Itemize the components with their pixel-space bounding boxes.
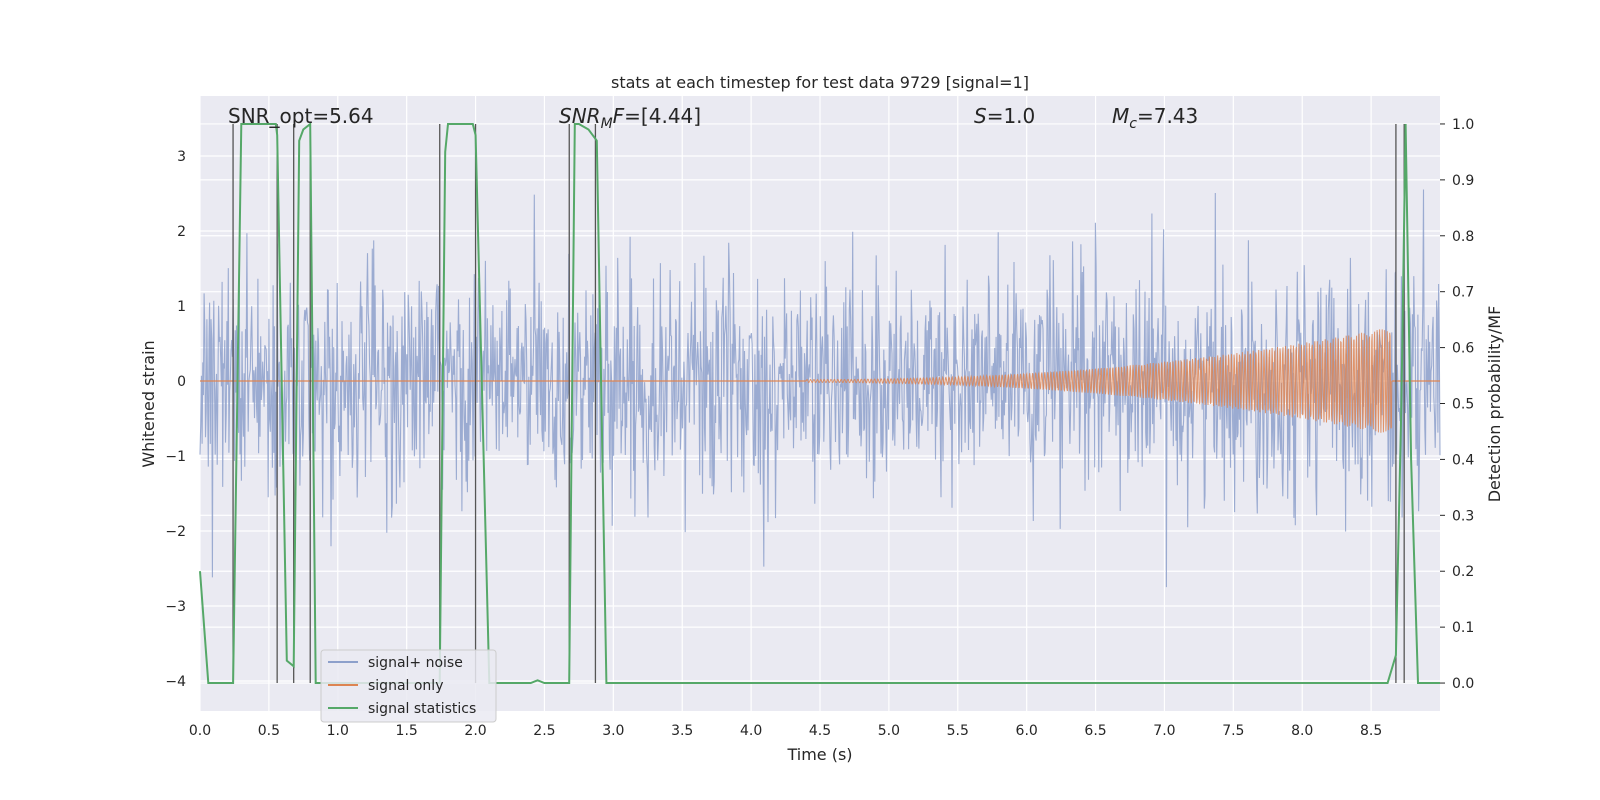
y-tick-1: 2 [177,224,186,240]
y-right-tick-0.6: 0.6 [1452,341,1474,357]
annotation-snr-opt: SNR_opt=5.64 [228,104,374,128]
snr-mf-value: =[4.44] [624,104,701,128]
x-axis-label: Time (s) [786,745,852,764]
signal-statistics-line [199,121,1440,684]
x-tick-labels: 0.0 0.5 1.0 1.5 2.0 2.5 3.0 3.5 4.0 4.5 5.0 5.5 6.0 6… [189,723,1382,739]
signal-noise-line [199,189,1441,588]
y-axis-label: Whitened strain [139,340,158,467]
legend-label-signal-only: signal only [368,678,443,694]
y-right-tick-0.0: 0.0 [1452,676,1474,692]
x-tick-8.0: 8.0 [1291,723,1313,739]
x-tick-6.0: 6.0 [1016,723,1038,739]
annotation-mc: Mc=7.43 [1112,104,1198,132]
x-tick-4.5: 4.5 [809,723,831,739]
series-signal-only [200,329,1440,433]
y-right-tick-0.7: 0.7 [1452,285,1474,301]
x-tick-8.5: 8.5 [1360,723,1382,739]
y-tick-4: −1 [165,449,186,465]
x-tick-2.0: 2.0 [464,723,486,739]
x-tick-0.5: 0.5 [258,723,280,739]
y-tick-7: −4 [165,674,186,690]
x-tick-0.0: 0.0 [189,723,211,739]
x-tick-1.5: 1.5 [396,723,418,739]
y-right-tick-0.9: 0.9 [1452,173,1474,189]
annotation-s: S=1.0 [974,104,1035,128]
legend-box [320,649,497,723]
series-signal-statistics [199,121,1440,684]
x-tick-7.5: 7.5 [1222,723,1244,739]
y-right-tick-0.1: 0.1 [1452,620,1474,636]
s-label: S [974,104,987,128]
x-tick-4.0: 4.0 [740,723,762,739]
chart-title: stats at each timestep for test data 972… [611,73,1029,92]
x-tick-5.5: 5.5 [947,723,969,739]
mc-value: =7.43 [1137,104,1198,128]
snr-mf-subscript: M [601,116,613,132]
y-right-tick-0.2: 0.2 [1452,564,1474,580]
x-tick-3.5: 3.5 [671,723,693,739]
y-right-tick-0.3: 0.3 [1452,508,1474,524]
mc-subscript: c [1129,116,1137,132]
y-tick-2: 1 [177,299,186,315]
s-value: =1.0 [987,104,1036,128]
y-tick-5: −2 [165,524,186,540]
y-tick-labels: 3 2 1 0 −1 −2 −3 −4 [165,149,186,690]
y-tick-6: −3 [165,599,186,615]
y-right-tick-0.5: 0.5 [1452,397,1474,413]
y-right-tick-1.0: 1.0 [1452,117,1474,133]
y-right-axis-label: Detection probability/MF [1485,306,1504,503]
mc-label: M [1112,104,1129,128]
y-tick-3: 0 [177,374,186,390]
x-tick-6.5: 6.5 [1084,723,1106,739]
legend-label-signal-statistics: signal statistics [368,701,476,717]
y-right-tick-0.8: 0.8 [1452,229,1474,245]
x-tick-5.0: 5.0 [878,723,900,739]
annotation-snr-mf: SNRMF=[4.44] [559,104,701,132]
x-tick-7.0: 7.0 [1153,723,1175,739]
x-tick-1.0: 1.0 [327,723,349,739]
x-tick-2.5: 2.5 [533,723,555,739]
signal-only-chirp [805,329,1393,433]
y-tick-0: 3 [177,149,186,165]
x-tick-3.0: 3.0 [602,723,624,739]
snr-mf-label: SNR [559,104,601,128]
legend-label-signal-noise: signal+ noise [368,655,463,671]
detection-vlines [232,123,1405,684]
y-right-tick-labels: 1.0 0.9 0.8 0.7 0.6 0.5 0.4 0.3 0.2 0.1 0.0 [1440,117,1474,692]
series-signal-noise [199,189,1441,588]
y-right-tick-0.4: 0.4 [1452,452,1474,468]
snr-mf-rest-italic: F [613,104,625,128]
legend: signal+ noise signal only signal statist… [320,649,497,723]
